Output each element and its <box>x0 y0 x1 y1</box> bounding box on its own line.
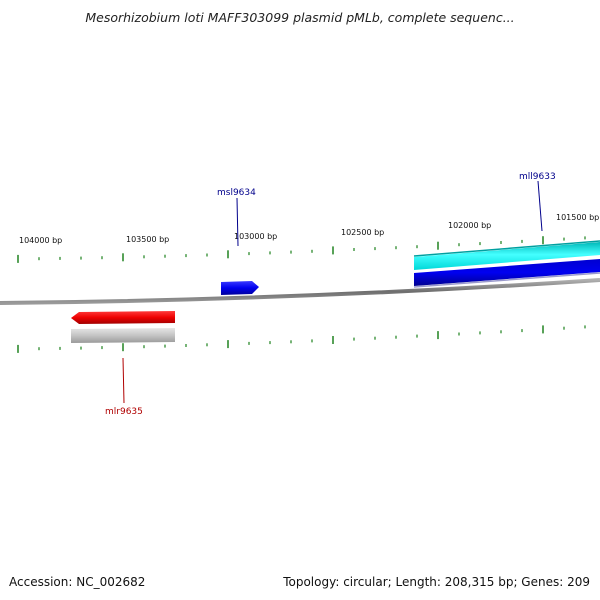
accession-label: Accession: <box>9 575 73 589</box>
gene-mll9633-blue-shadow <box>413 272 600 288</box>
pos-101500-label: 101500 bp <box>556 213 599 222</box>
length-label: Length: <box>395 575 441 589</box>
map-title: Mesorhizobium loti MAFF303099 plasmid pM… <box>85 10 515 25</box>
inner-tick-row <box>17 325 586 353</box>
gene-mlr9635-arrow[interactable] <box>71 311 175 324</box>
gene-msl9634-label[interactable]: msl9634 <box>217 188 256 198</box>
gene-mlr9635-label[interactable]: mlr9635 <box>105 407 143 417</box>
outer-tick-row <box>17 236 586 263</box>
accession-info: Accession: NC_002682 <box>9 575 145 589</box>
gene-mll9633-cyan-band[interactable] <box>414 242 600 270</box>
length-value: 208,315 bp <box>444 575 514 589</box>
gene-mll9633-label[interactable]: mll9633 <box>519 172 556 182</box>
gene-msl9634[interactable]: msl9634 <box>217 188 259 295</box>
topology-label: Topology: <box>283 575 340 589</box>
accession-value: NC_002682 <box>76 575 146 589</box>
pos-102500-label: 102500 bp <box>341 228 384 237</box>
pos-102000-label: 102000 bp <box>448 221 491 230</box>
topology-value: circular <box>343 575 388 589</box>
gene-msl9634-leader <box>236 197 239 247</box>
gene-mlr9635-grey-band[interactable] <box>71 328 175 343</box>
gene-mlr9635[interactable]: mlr9635 <box>71 311 175 417</box>
pos-103000-label: 103000 bp <box>234 232 277 241</box>
sequence-stats: Topology: circular; Length: 208,315 bp; … <box>283 575 590 589</box>
gene-mlr9635-leader <box>122 357 125 404</box>
gene-msl9634-arrow[interactable] <box>221 281 259 295</box>
gene-mll9633-cyan-edge <box>413 240 600 257</box>
pos-103500-label: 103500 bp <box>126 235 169 244</box>
genes-label: Genes: <box>521 575 564 589</box>
gene-mll9633-blue-band[interactable] <box>414 259 600 286</box>
gene-mll9633-leader <box>537 180 543 232</box>
genome-backbone <box>0 278 600 305</box>
pos-104000-label: 104000 bp <box>19 236 62 245</box>
genes-value: 209 <box>567 575 590 589</box>
gene-mll9633[interactable]: mll9633 <box>413 172 600 288</box>
